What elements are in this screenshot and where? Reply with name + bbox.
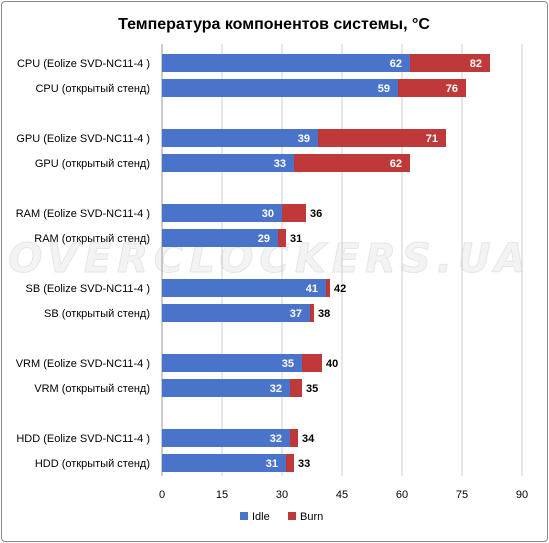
data-label-idle: 59 [378, 83, 390, 95]
category-label: SB (Eolize SVD-NC11-4 ) [26, 283, 151, 295]
x-tick-label: 0 [159, 489, 165, 501]
data-label-idle: 41 [306, 283, 318, 295]
bar-idle [162, 229, 278, 247]
data-label-burn: 38 [318, 308, 330, 320]
bars: 62 82 59 76 39 71 33 62 30 36 29 31 41 42 37 38 35 40 32 35… [162, 54, 490, 472]
legend-label: Burn [300, 511, 323, 523]
data-label-idle: 62 [390, 58, 402, 70]
data-label-burn: 40 [326, 358, 338, 370]
data-label-burn: 76 [446, 83, 458, 95]
bar-idle [162, 304, 310, 322]
data-label-idle: 31 [266, 458, 278, 470]
bar-idle [162, 129, 318, 147]
category-label: SB (открытый стенд) [44, 308, 150, 320]
data-label-idle: 33 [274, 158, 286, 170]
data-label-idle: 32 [270, 433, 282, 445]
data-label-idle: 37 [290, 308, 302, 320]
data-label-burn: 35 [306, 383, 318, 395]
category-labels: CPU (Eolize SVD-NC11-4 ) CPU (открытый ст… [16, 58, 150, 470]
x-tick-label: 60 [396, 489, 408, 501]
category-label: CPU (открытый стенд) [35, 83, 150, 95]
category-label: CPU (Eolize SVD-NC11-4 ) [17, 58, 150, 70]
category-label: GPU (Eolize SVD-NC11-4 ) [16, 133, 150, 145]
category-label: GPU (открытый стенд) [35, 158, 150, 170]
data-label-burn: 33 [298, 458, 310, 470]
data-label-burn: 34 [302, 433, 315, 445]
category-label: HDD (открытый стенд) [35, 458, 150, 470]
data-label-burn: 36 [310, 208, 322, 220]
legend-label: Idle [252, 511, 270, 523]
category-label: HDD (Eolize SVD-NC11-4 ) [16, 433, 150, 445]
data-label-burn: 62 [390, 158, 402, 170]
x-tick-label: 15 [216, 489, 228, 501]
x-tick-label: 90 [516, 489, 528, 501]
x-axis-ticks: 0 15 30 45 60 75 90 [159, 489, 528, 501]
bar-idle [162, 279, 326, 297]
bar-idle [162, 429, 290, 447]
category-label: RAM (Eolize SVD-NC11-4 ) [16, 208, 150, 220]
x-tick-label: 45 [336, 489, 348, 501]
bar-idle [162, 354, 302, 372]
bar-idle [162, 204, 282, 222]
x-tick-label: 30 [276, 489, 288, 501]
bar-idle [162, 79, 398, 97]
x-tick-label: 75 [456, 489, 468, 501]
bar-idle [162, 379, 290, 397]
bar-idle [162, 54, 410, 72]
data-label-burn: 31 [290, 233, 302, 245]
chart-title: Температура компонентов системы, °C [118, 16, 430, 33]
data-label-burn: 42 [334, 283, 346, 295]
category-label: VRM (открытый стенд) [34, 383, 150, 395]
data-label-idle: 39 [298, 133, 310, 145]
legend: Idle Burn [240, 511, 323, 523]
data-label-idle: 35 [282, 358, 294, 370]
bar-idle [162, 154, 294, 172]
data-label-idle: 30 [262, 208, 274, 220]
bar-idle [162, 454, 286, 472]
data-label-burn: 71 [426, 133, 438, 145]
data-label-idle: 29 [258, 233, 270, 245]
data-label-idle: 32 [270, 383, 282, 395]
category-label: VRM (Eolize SVD-NC11-4 ) [16, 358, 150, 370]
data-label-burn: 82 [470, 58, 482, 70]
gridlines [161, 44, 523, 476]
category-label: RAM (открытый стенд) [34, 233, 150, 245]
legend-swatch [240, 512, 248, 520]
legend-swatch [288, 512, 296, 520]
